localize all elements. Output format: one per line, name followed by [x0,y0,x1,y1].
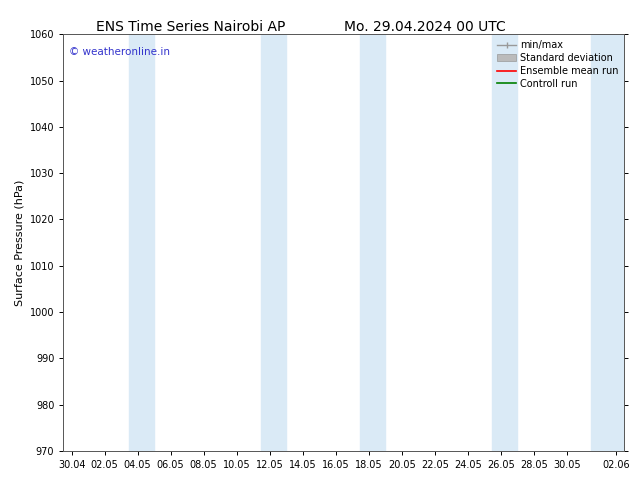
Text: Mo. 29.04.2024 00 UTC: Mo. 29.04.2024 00 UTC [344,20,506,34]
Bar [493,34,517,451]
Bar [129,34,154,451]
Bar [361,34,385,451]
Legend: min/max, Standard deviation, Ensemble mean run, Controll run: min/max, Standard deviation, Ensemble me… [493,36,623,93]
Text: ENS Time Series Nairobi AP: ENS Time Series Nairobi AP [96,20,285,34]
Y-axis label: Surface Pressure (hPa): Surface Pressure (hPa) [14,179,24,306]
Text: © weatheronline.in: © weatheronline.in [69,47,170,57]
Bar [261,34,286,451]
Bar [592,34,624,451]
